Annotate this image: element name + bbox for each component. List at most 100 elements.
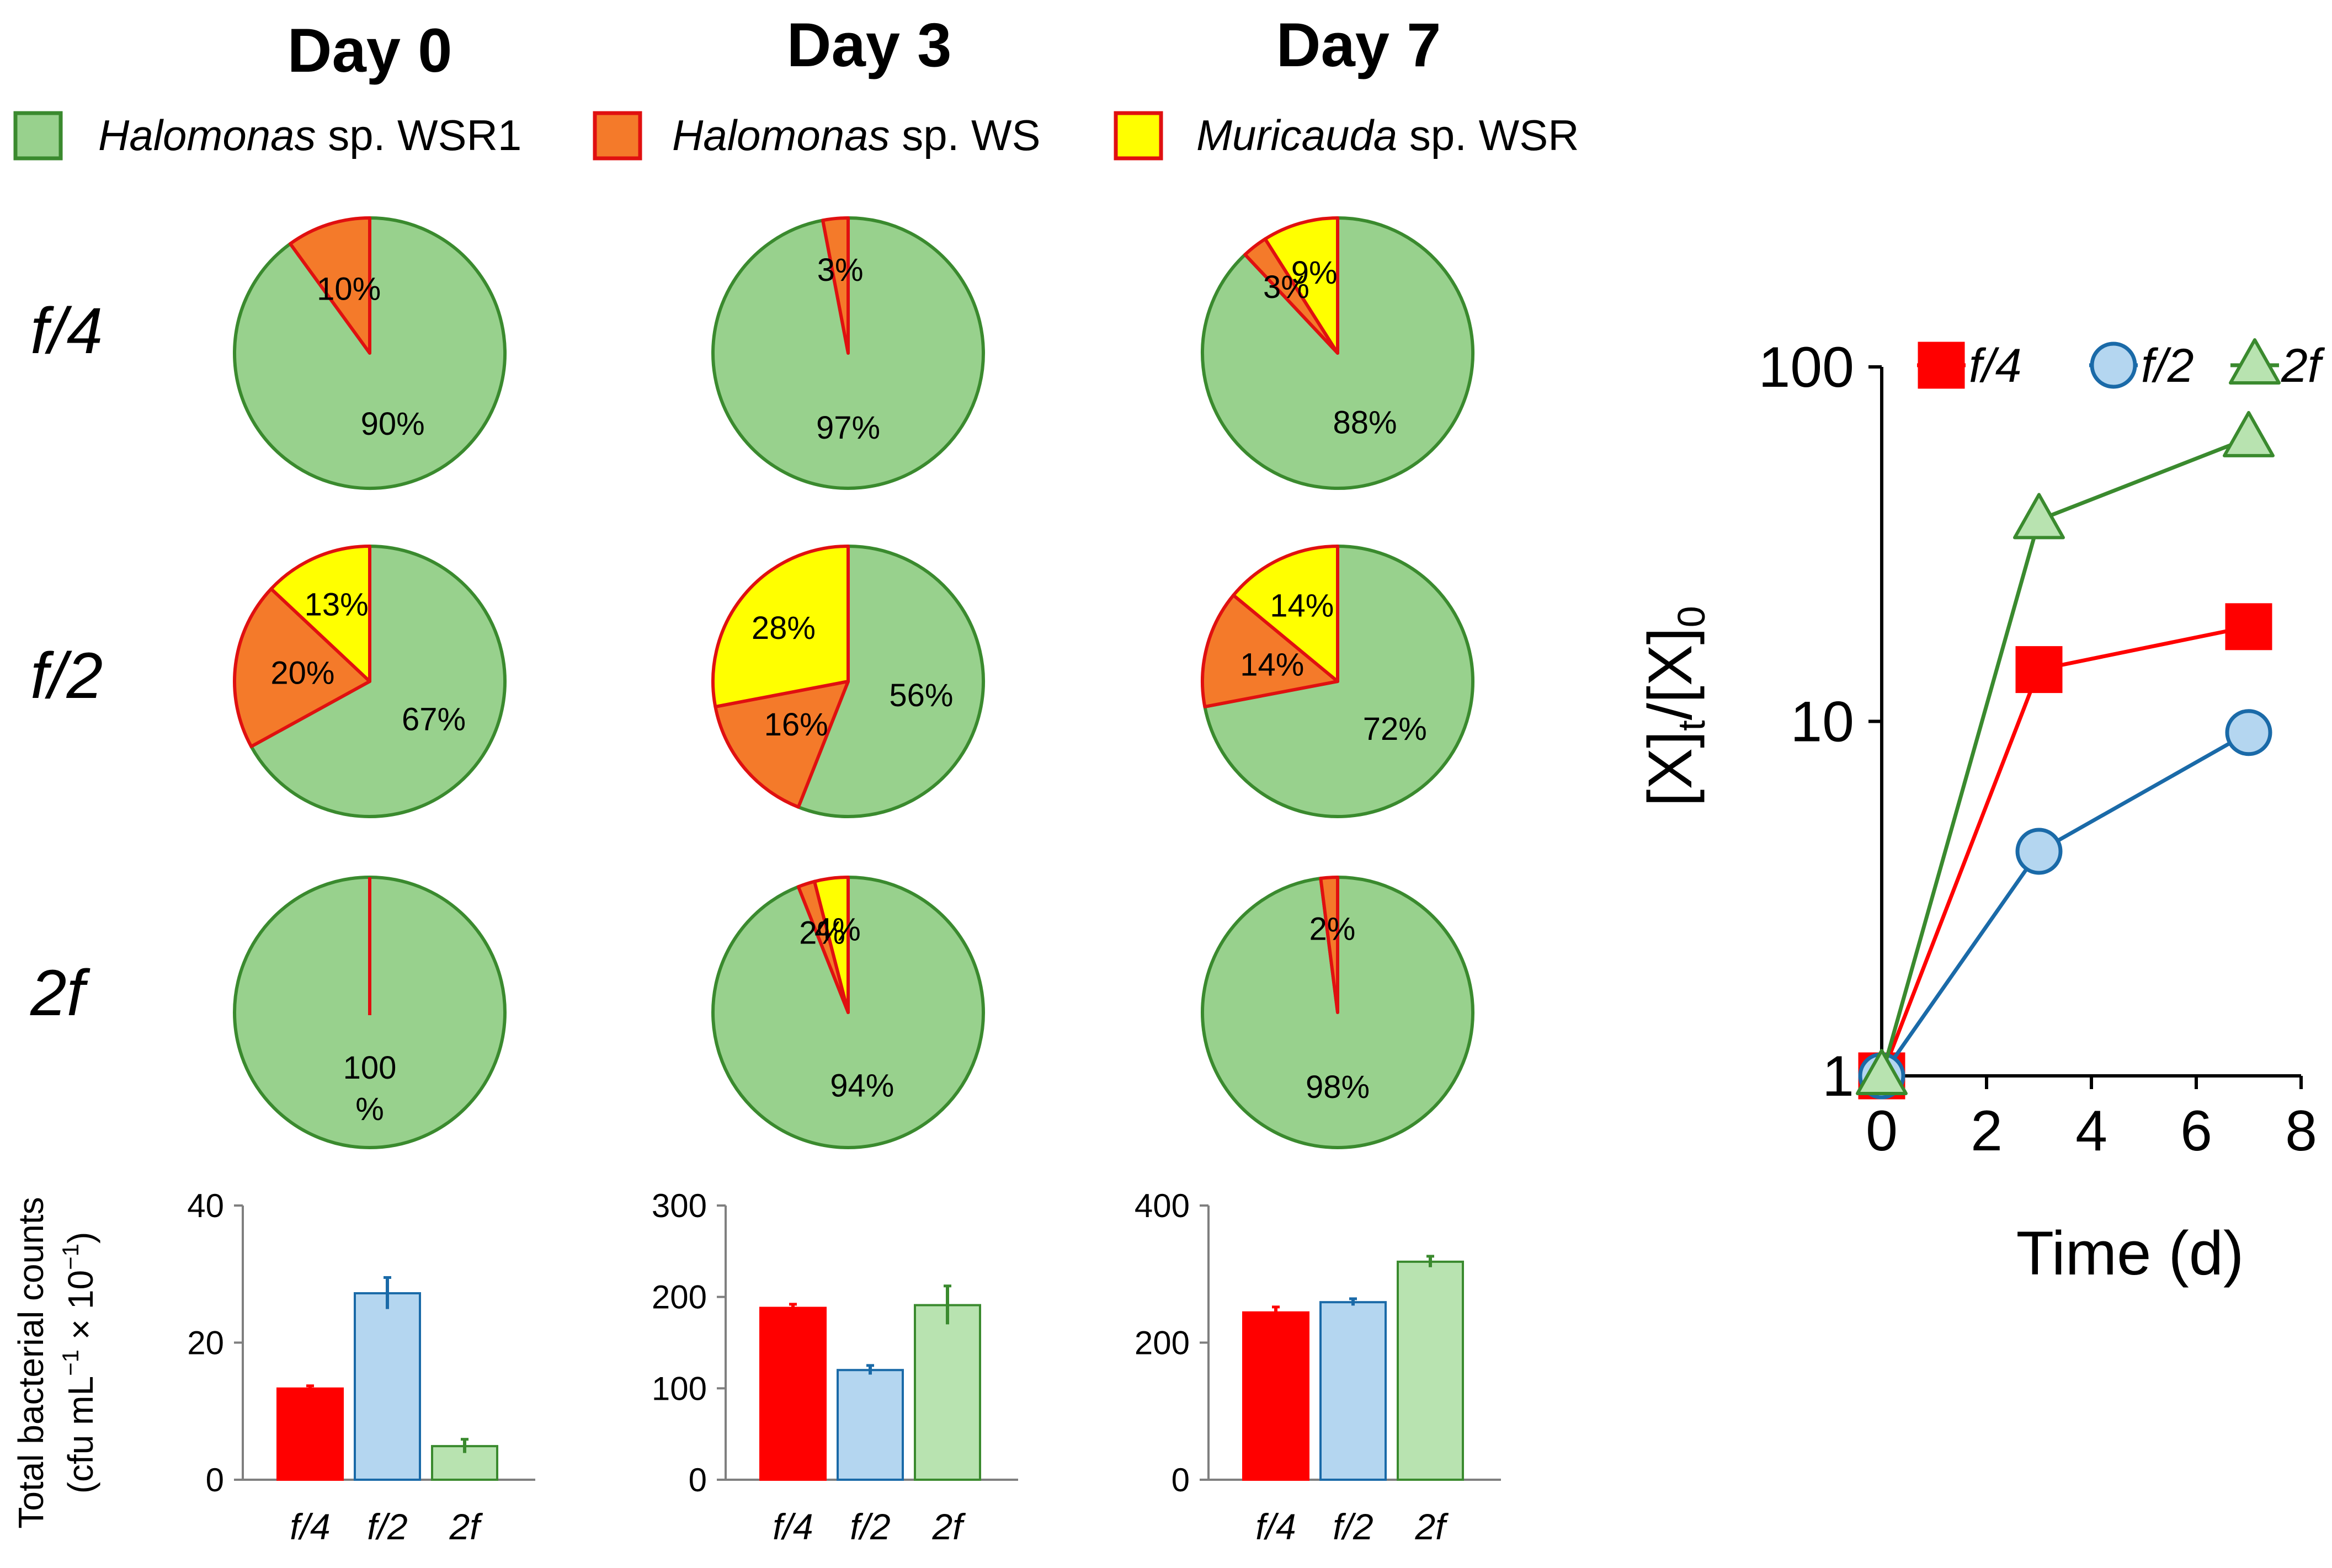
line-x-tick-label: 0 — [1866, 1099, 1898, 1163]
line-point-f2 — [2225, 709, 2272, 756]
pie-legend: Halomonas sp. WSR1 Halomonas sp. WS Muri… — [13, 111, 1579, 161]
pie-r2-c0: 100% — [233, 876, 507, 1149]
bar-category-label: 2f — [449, 1506, 483, 1547]
row-label-2f: 2f — [30, 957, 90, 1030]
legend-strain-ws1: sp. WSR1 — [316, 111, 522, 159]
bar-f2 — [837, 1369, 904, 1481]
bar-f4 — [1242, 1311, 1309, 1481]
pie-slice-ws1 — [249, 545, 507, 818]
pie-slice-wsr — [269, 545, 371, 683]
bar-y-tick-label: 0 — [1172, 1462, 1190, 1498]
bar-y-tick-label: 0 — [689, 1462, 707, 1498]
line-x-tick-label: 4 — [2075, 1099, 2107, 1163]
bar-category-label: f/2 — [1333, 1506, 1373, 1547]
pie-label-ws: 2% — [799, 915, 845, 951]
pie-r1-c1: 56% 16% 28% — [711, 545, 985, 818]
bar-category-label: 2f — [931, 1506, 966, 1547]
line-path — [1880, 730, 2250, 1078]
pie-slice-ws1 — [796, 545, 985, 818]
bar-panel-2: 0 200 400 f/4 f/2 2f — [1135, 1187, 1501, 1547]
line-point-f4 — [2225, 603, 2272, 650]
pie-r0-c0: 90% 10% — [233, 216, 507, 490]
line-x-tick-label: 2 — [1971, 1099, 2003, 1163]
line-x-tick-label: 8 — [2285, 1099, 2317, 1163]
line-y-label-sub1: t — [1670, 720, 1713, 730]
line-legend-label-f4: f/4 — [1969, 339, 2022, 392]
line-y-label-sub2: 0 — [1670, 606, 1713, 627]
bar-category-label: 2f — [1414, 1506, 1449, 1547]
pie-label-ws1: % — [355, 1091, 384, 1127]
line-legend-marker-f4 — [1918, 342, 1965, 389]
bar-panel-1: 0 100 200 300 f/4 f/2 2f — [652, 1187, 1018, 1547]
line-point-2f — [2223, 410, 2275, 457]
line-path — [1880, 436, 2250, 1076]
legend-swatch-ws — [593, 111, 642, 161]
day-title-0: Day 0 — [287, 16, 452, 85]
bar-f2 — [1319, 1301, 1387, 1481]
pie-r1-c2: 72% 14% 14% — [1201, 545, 1474, 818]
legend-label-ws1: Halomonas sp. WSR1 — [98, 111, 521, 159]
pie-label-ws1: 72% — [1363, 711, 1427, 747]
bar-category-label: f/4 — [1255, 1506, 1296, 1547]
day-title-3: Day 3 — [787, 10, 952, 79]
pie-slice-wsr — [1232, 545, 1339, 683]
line-x-tick-label: 6 — [2180, 1099, 2212, 1163]
legend-swatch-wsr — [1114, 111, 1163, 161]
pie-slice-ws — [821, 216, 850, 355]
bar-category-label: f/4 — [290, 1506, 330, 1547]
bar-y-tick-label: 400 — [1135, 1187, 1190, 1224]
line-y-label-main: [X] — [1636, 731, 1705, 807]
pie-label-ws1: 90% — [361, 406, 425, 442]
pie-label-ws: 3% — [1263, 269, 1309, 305]
bar-y-tick-label: 20 — [187, 1325, 224, 1362]
pie-slice-wsr — [711, 545, 850, 708]
bar-charts: 0 20 40 f/4 f/2 2f 0 100 200 300 f/4 f/2 2f 0 200 400 f/… — [187, 1187, 1501, 1547]
pie-label-ws1: 98% — [1306, 1069, 1370, 1105]
bar-f4 — [759, 1306, 827, 1481]
line-y-tick-label: 1 — [1822, 1044, 1854, 1108]
pie-slice-wsr — [813, 876, 850, 1014]
bar-y-label-line1: Total bacterial counts — [11, 1197, 51, 1528]
line-point-2f — [2013, 493, 2065, 540]
bar-category-label: f/2 — [850, 1506, 890, 1547]
pie-slice-ws — [714, 680, 850, 809]
legend-label-ws: Halomonas sp. WS — [672, 111, 1041, 159]
bar-y-label-mid: × 10 — [61, 1270, 100, 1350]
bar-panel-0: 0 20 40 f/4 f/2 2f — [187, 1187, 535, 1547]
pie-slice-ws — [233, 587, 371, 749]
pie-label-ws1: 56% — [889, 678, 953, 713]
line-legend-label-f2: f/2 — [2141, 339, 2194, 392]
pie-label-wsr: 14% — [1270, 588, 1334, 624]
legend-genus-wsr: Muricauda — [1196, 111, 1397, 159]
legend-genus-ws: Halomonas — [672, 111, 890, 159]
pie-label-ws1: 67% — [402, 702, 466, 738]
pie-slice-wsr — [1263, 216, 1339, 355]
bar-y-label-open: (cfu mL — [61, 1376, 100, 1494]
legend-genus-ws1: Halomonas — [98, 111, 316, 159]
line-point-f2 — [2015, 828, 2063, 875]
pie-r2-c2: 98% 2% — [1200, 875, 1474, 1149]
pie-slice-ws — [1319, 875, 1339, 1014]
line-y-label-mid: /[X] — [1636, 627, 1705, 720]
pie-label-ws1: 100 — [343, 1050, 397, 1086]
pie-label-wsr: 28% — [752, 610, 816, 646]
bar-category-label: f/2 — [367, 1506, 407, 1547]
bar-y-axis-label: Total bacterial counts (cfu mL−1 × 10−1) — [11, 1197, 100, 1528]
pie-label-ws: 3% — [817, 252, 864, 288]
line-chart: 1 10 100 0 2 4 6 8 f/4 f/2 2f — [1758, 335, 2325, 1163]
bar-y-tick-label: 200 — [652, 1279, 707, 1316]
pie-label-ws: 20% — [270, 655, 334, 691]
pie-label-wsr: 9% — [1291, 255, 1338, 291]
bar-f4 — [276, 1387, 344, 1481]
legend-swatch-ws1 — [13, 111, 63, 161]
pie-label-ws: 14% — [1240, 647, 1304, 683]
pie-r0-c2: 88% 3%9% — [1201, 216, 1474, 490]
pie-label-wsr: 13% — [305, 587, 369, 623]
pie-r1-c0: 67% 20% 13% — [233, 545, 507, 818]
line-point-f4 — [2015, 646, 2063, 694]
bar-y-tick-label: 40 — [187, 1187, 224, 1224]
line-series-f4 — [1858, 603, 2272, 1100]
pie-label-ws: 2% — [1309, 911, 1356, 947]
line-y-label: [X]t/[X]0 — [1636, 606, 1713, 806]
